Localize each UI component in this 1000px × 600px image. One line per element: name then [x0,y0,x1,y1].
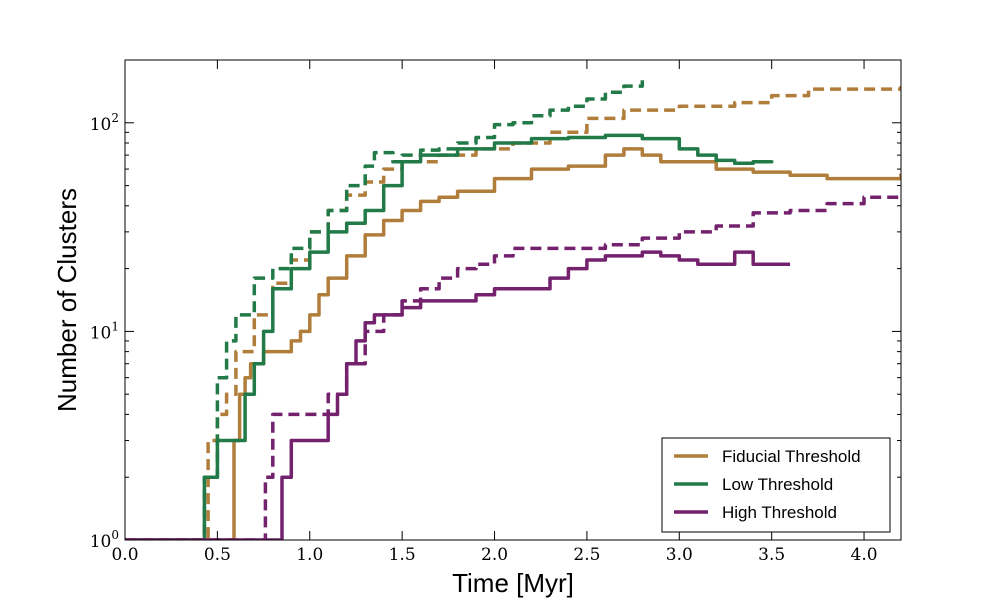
x-tick-label: 0.5 [204,545,231,565]
y-axis-title: Number of Clusters [52,188,82,412]
x-tick-label: 4.0 [851,545,878,565]
x-tick-label: 1.5 [389,545,416,565]
x-axis-title: Time [Myr] [452,568,574,598]
series-line-5-dashed [125,195,901,540]
legend-label: Low Threshold [722,475,833,494]
plot-frame [124,59,902,541]
x-tick-label: 2.0 [481,545,508,565]
x-tick-label: 0.0 [111,545,138,565]
y-tick-label: 102 [90,111,119,135]
x-tick-label: 3.0 [666,545,693,565]
legend-label: High Threshold [722,503,837,522]
series-line-3-dashed [125,80,645,540]
series-line-1-dashed [125,86,901,540]
x-tick-label: 2.5 [573,545,600,565]
y-tick-label: 100 [90,528,119,552]
x-tick-label: 3.5 [758,545,785,565]
series-line-2-solid [125,133,774,540]
legend: Fiducial Threshold Low Threshold High Thre… [661,437,891,533]
y-tick-label: 101 [90,319,119,343]
x-tick-label: 1.0 [296,545,323,565]
legend-label: Fiducial Threshold [722,447,861,466]
